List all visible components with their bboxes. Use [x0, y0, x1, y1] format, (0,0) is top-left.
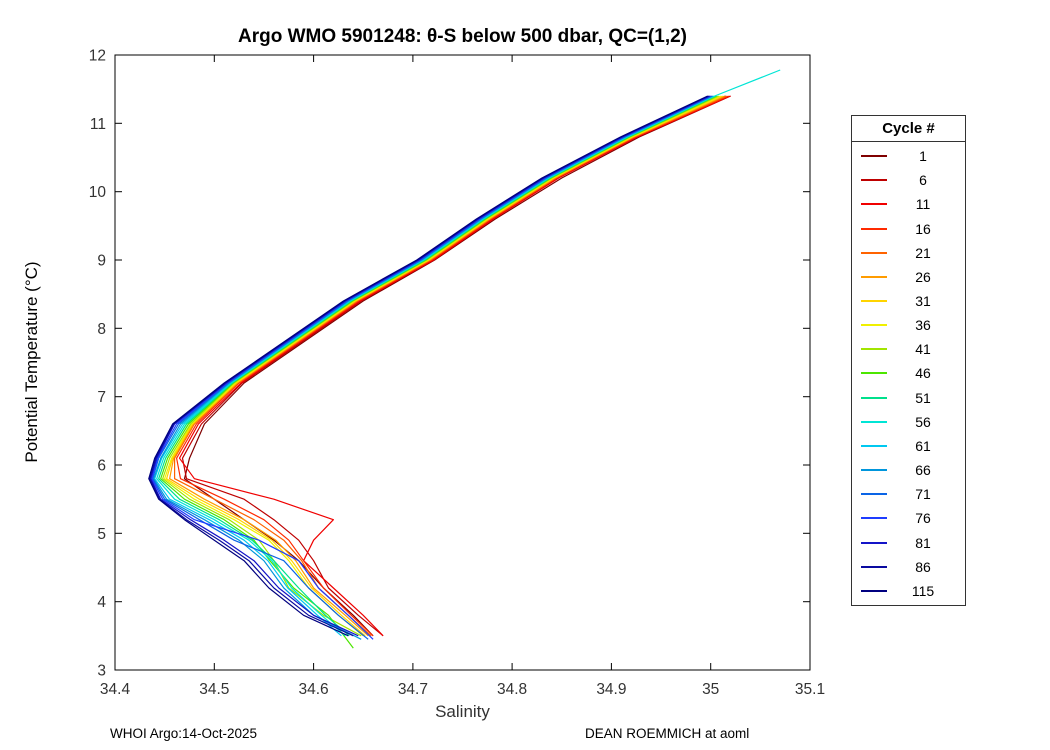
- series-line-cycle-11: [178, 95, 731, 637]
- legend-item-label: 41: [915, 341, 931, 358]
- legend-item-label: 31: [915, 293, 931, 310]
- legend-item-label: 76: [915, 510, 931, 527]
- x-tick-label: 34.6: [299, 681, 329, 698]
- y-tick-label: 4: [97, 594, 106, 611]
- legend-line-swatch: [861, 251, 887, 254]
- legend-line-swatch: [861, 203, 887, 206]
- y-tick-label: 8: [97, 321, 106, 338]
- y-tick-label: 7: [97, 389, 106, 406]
- legend-item-label: 46: [915, 365, 931, 382]
- legend-item-cycle-26: 26: [852, 266, 965, 288]
- series-line-cycle-56: [156, 69, 781, 637]
- legend-item-cycle-56: 56: [852, 411, 965, 433]
- legend-item-label: 86: [915, 558, 931, 575]
- y-tick-label: 5: [97, 526, 106, 543]
- legend-line-swatch: [861, 372, 887, 375]
- legend-item-cycle-61: 61: [852, 435, 965, 457]
- legend-line-swatch: [861, 565, 887, 568]
- x-tick-label: 34.4: [100, 681, 131, 698]
- series-line-cycle-1: [183, 95, 731, 637]
- legend-item-cycle-76: 76: [852, 507, 965, 529]
- legend-line-swatch: [861, 300, 887, 303]
- legend-item-label: 21: [915, 244, 931, 261]
- legend-item-label: 81: [915, 534, 931, 551]
- legend-line-swatch: [861, 589, 887, 592]
- legend-line-swatch: [861, 420, 887, 423]
- legend-item-cycle-16: 16: [852, 218, 965, 240]
- x-tick-label: 34.7: [398, 681, 428, 698]
- legend-line-swatch: [861, 155, 887, 158]
- legend-item-cycle-31: 31: [852, 290, 965, 312]
- series-line-cycle-76: [151, 95, 711, 640]
- legend-item-cycle-41: 41: [852, 338, 965, 360]
- legend-line-swatch: [861, 227, 887, 230]
- legend-item-cycle-36: 36: [852, 314, 965, 336]
- x-axis-label: Salinity: [435, 702, 490, 721]
- legend-item-cycle-51: 51: [852, 387, 965, 409]
- legend-line-swatch: [861, 396, 887, 399]
- legend-item-label: 26: [915, 268, 931, 285]
- plot-box: [114, 54, 811, 671]
- x-tick-label: 34.8: [497, 681, 527, 698]
- x-tick-label: 34.5: [199, 681, 229, 698]
- legend-line-swatch: [861, 275, 887, 278]
- legend-item-label: 115: [911, 582, 935, 599]
- series-line-cycle-115: [148, 95, 708, 637]
- legend-line-swatch: [861, 324, 887, 327]
- series-line-cycle-71: [152, 95, 712, 640]
- x-tick-label: 35: [702, 681, 719, 698]
- y-tick-label: 9: [97, 253, 106, 270]
- legend-item-label: 36: [915, 317, 931, 334]
- legend-item-cycle-66: 66: [852, 459, 965, 481]
- legend-item-label: 61: [915, 437, 931, 454]
- y-tick-label: 11: [90, 116, 106, 133]
- legend-item-cycle-1: 1: [852, 145, 965, 167]
- legend-item-label: 11: [915, 196, 931, 213]
- legend-item-label: 51: [915, 389, 931, 406]
- legend-item-label: 1: [919, 148, 927, 165]
- series-line-cycle-51: [158, 95, 716, 637]
- y-tick-label: 12: [89, 48, 106, 65]
- legend-item-cycle-115: 115: [852, 580, 965, 602]
- legend-item-label: 56: [915, 413, 931, 430]
- series-line-cycle-86: [149, 95, 709, 637]
- legend-line-swatch: [861, 469, 887, 472]
- legend-item-cycle-21: 21: [852, 242, 965, 264]
- legend-title: Cycle #: [852, 116, 965, 142]
- legend-item-label: 66: [915, 462, 931, 479]
- y-tick-label: 6: [97, 458, 106, 475]
- legend-item-cycle-6: 6: [852, 169, 965, 191]
- legend-line-swatch: [861, 541, 887, 544]
- x-tick-label: 34.9: [596, 681, 626, 698]
- chart-title: Argo WMO 5901248: θ-S below 500 dbar, QC…: [238, 26, 687, 47]
- y-axis-label: Potential Temperature (°C): [22, 261, 41, 463]
- legend-rows: 1 6 11 16 21 26 31 36 41 46 51 56 61 66 71 76 81 86 115: [852, 142, 965, 605]
- x-tick-label: 35.1: [795, 681, 825, 698]
- legend-item-label: 16: [915, 220, 931, 237]
- footer-credit-left: WHOI Argo:14-Oct-2025: [110, 726, 258, 741]
- legend-line-swatch: [861, 348, 887, 351]
- legend-item-cycle-11: 11: [852, 193, 965, 215]
- series-line-cycle-61: [154, 95, 714, 637]
- legend-line-swatch: [861, 493, 887, 496]
- y-tick-label: 3: [97, 663, 106, 680]
- legend-item-label: 6: [919, 172, 927, 189]
- legend-line-swatch: [861, 517, 887, 520]
- series-line-cycle-66: [153, 95, 713, 640]
- footer-credit-right: DEAN ROEMMICH at aoml: [585, 726, 750, 741]
- legend-item-cycle-81: 81: [852, 532, 965, 554]
- y-tick-label: 10: [89, 184, 107, 201]
- legend-item-cycle-71: 71: [852, 483, 965, 505]
- legend: Cycle # 1 6 11 16 21 26 31 36 41 46 51 56 61 66 71 76 81…: [851, 115, 966, 606]
- legend-item-cycle-86: 86: [852, 556, 965, 578]
- legend-item-label: 71: [915, 486, 931, 503]
- legend-line-swatch: [861, 444, 887, 447]
- legend-line-swatch: [861, 179, 887, 182]
- legend-item-cycle-46: 46: [852, 362, 965, 384]
